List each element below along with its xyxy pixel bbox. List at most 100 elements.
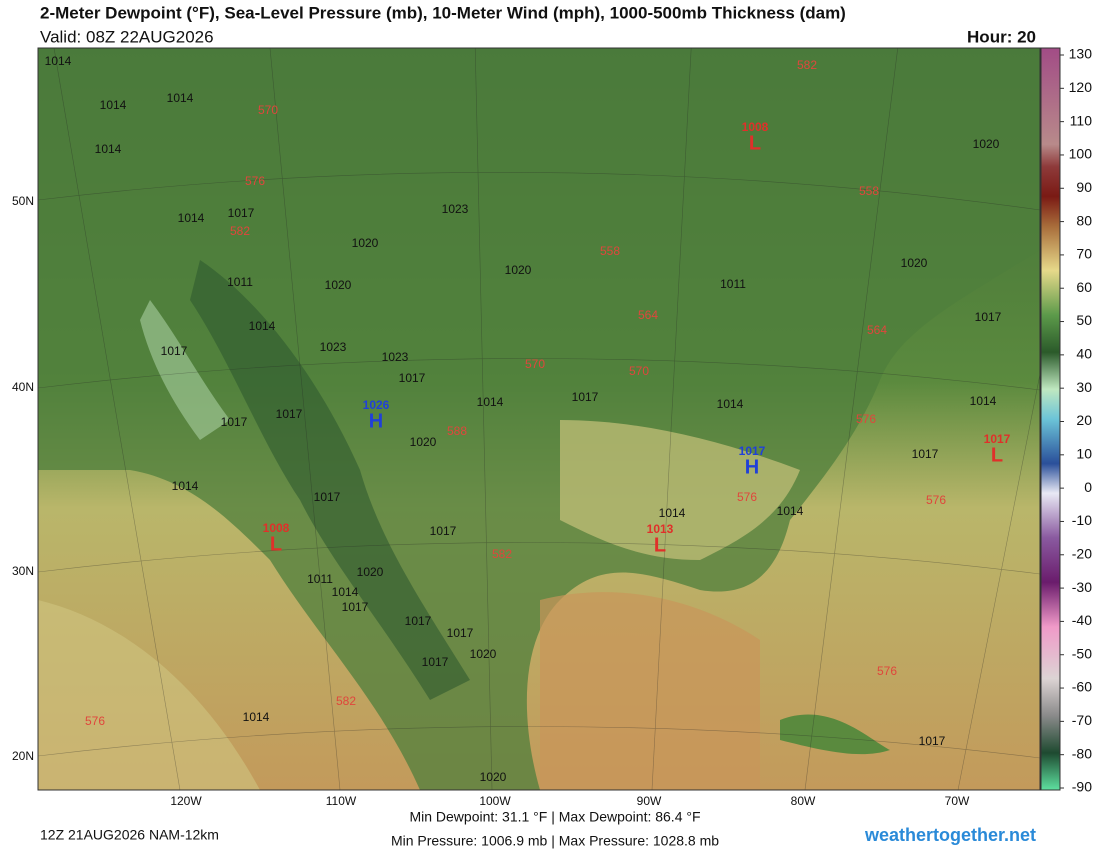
thickness-label: 582 [797,58,817,72]
center-pressure: 1026 [363,398,390,412]
colorbar-label: 60 [1076,279,1092,295]
colorbar [1040,47,1061,791]
center-symbol: L [654,534,666,556]
thickness-label: 558 [600,244,620,258]
colorbar-label: 40 [1076,346,1092,362]
isobar-label: 1017 [572,390,599,404]
isobar-label: 1014 [178,211,205,225]
isobar-label: 1014 [100,98,127,112]
thickness-label: 570 [258,103,278,117]
isobar-label: 1014 [777,504,804,518]
pressure-range: Min Pressure: 1006.9 mb | Max Pressure: … [391,833,719,849]
center-symbol: L [749,132,761,154]
isobar-label: 1011 [720,277,746,291]
isobar-label: 1014 [717,397,744,411]
colorbar-label: -30 [1072,579,1092,595]
isobar-label: 1017 [342,600,369,614]
colorbar-label: 30 [1076,379,1092,395]
isobar-label: 1014 [167,91,194,105]
lat-line [38,542,1040,575]
colorbar-label: -50 [1072,645,1092,661]
isobar-label: 1017 [161,344,188,358]
dewpoint-range: Min Dewpoint: 31.1 °F | Max Dewpoint: 86… [409,809,700,825]
title: 2-Meter Dewpoint (°F), Sea-Level Pressur… [40,3,846,22]
colorbar-label: -70 [1072,712,1092,728]
map-frame [37,47,1041,791]
isobar-label: 1020 [901,256,928,270]
lat-line [38,358,1040,391]
isobar-label: 1017 [276,407,303,421]
colorbar-label: 90 [1076,179,1092,195]
isobar-label: 1014 [970,394,997,408]
isobar-label: 1017 [912,447,939,461]
isobar-label: 1017 [422,655,449,669]
thickness-label: 582 [336,694,356,708]
isobar-label: 1017 [314,490,341,504]
isobar-label: 1014 [95,142,122,156]
longitude-label: 90W [637,794,662,808]
colorbar-label: 100 [1069,146,1093,162]
thickness-label: 576 [926,493,946,507]
isobar-label: 1017 [221,415,248,429]
site-credit: weathertogether.net [864,825,1036,845]
thickness-label: 576 [85,714,105,728]
isobar-label: 1017 [399,371,426,385]
isobar-label: 1014 [659,506,686,520]
center-pressure: 1013 [647,522,674,536]
colorbar-label: 50 [1076,312,1092,328]
colorbar-label: 20 [1076,412,1092,428]
colorbar-label: -90 [1072,779,1092,795]
colorbar-ticks: 1301201101009080706050403020100-10-20-30… [1060,46,1092,795]
isobar-label: 1017 [975,310,1002,324]
thickness-label: 582 [492,547,512,561]
center-symbol: L [991,444,1003,466]
lon-line [474,48,493,790]
isobar-label: 1020 [410,435,437,449]
center-symbol: H [369,410,383,432]
isobar-label: 1023 [382,350,409,364]
longitude-label: 110W [326,794,357,808]
gulf [540,592,760,790]
model-run: 12Z 21AUG2026 NAM-12km [40,827,219,843]
cuba [780,714,890,755]
thickness-label: 558 [859,184,879,198]
colorbar-label: 120 [1069,79,1093,95]
colorbar-label: 70 [1076,246,1092,262]
lat-line [38,172,1040,211]
isobar-label: 1017 [447,626,474,640]
isobar-label: 1020 [505,263,532,277]
pacific [38,600,260,790]
lon-line [804,48,899,790]
colorbar-label: 0 [1084,479,1092,495]
thickness-label: 576 [737,490,757,504]
axis-labels: 50N 40N 30N 20N 120W 110W 100W 90W 80W 70W [12,194,970,808]
isobar-label: 1014 [332,585,359,599]
isobar-label: 1014 [477,395,504,409]
colorbar-label: 10 [1076,446,1092,462]
latitude-label: 20N [12,749,34,763]
lon-line [53,48,181,790]
isobar-label: 1014 [243,710,270,724]
center-symbol: L [270,533,282,555]
thickness-label: 582 [230,224,250,238]
colorbar-label: 80 [1076,212,1092,228]
mountain-shading [190,260,470,700]
colorbar-label: -40 [1072,612,1092,628]
isobar-label: 1020 [470,647,497,661]
latitude-label: 50N [12,194,34,208]
isobar-label: 1020 [480,770,507,784]
lon-line [651,48,692,790]
isobar-label: 1017 [405,614,432,628]
center-pressure: 1017 [984,432,1011,446]
isobar-label: 1017 [430,524,457,538]
valid-time: Valid: 08Z 22AUG2026 [40,27,214,46]
isobar-label: 1023 [320,340,347,354]
isobar-label: 1020 [357,565,384,579]
center-pressure: 1008 [263,521,290,535]
isobar-label: 1020 [325,278,352,292]
latitude-label: 40N [12,380,34,394]
thickness-label: 564 [867,323,887,337]
thickness-label: 570 [525,357,545,371]
